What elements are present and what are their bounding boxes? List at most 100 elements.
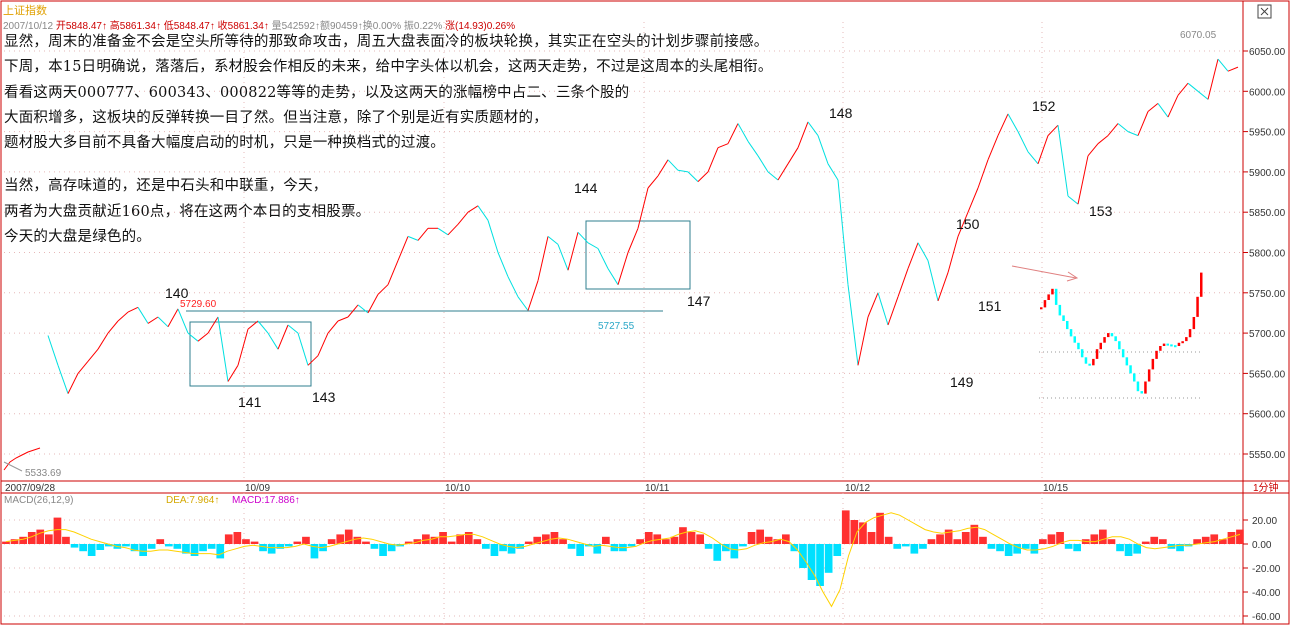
- price-segment: [487, 220, 499, 253]
- wave-label-151: 151: [978, 298, 1002, 314]
- wave-label-153: 153: [1089, 203, 1113, 219]
- wave-label-144: 144: [574, 180, 598, 196]
- price-tick-label: 5850.00: [1249, 208, 1286, 219]
- macd-bar: [1236, 529, 1244, 544]
- macd-bar: [979, 536, 987, 544]
- stats-change: 涨(14.93)0.26%: [445, 21, 516, 32]
- macd-bar: [36, 529, 45, 544]
- period-label[interactable]: 1分钟: [1253, 481, 1279, 494]
- macd-bar: [679, 527, 687, 544]
- macd-bar: [627, 544, 636, 547]
- price-segment: [887, 296, 899, 326]
- price-segment: [727, 123, 739, 144]
- note-line-2: 下周，本15日明确说，落落后，系材股会作相反的未来，给中字头体以机会，这两天走势…: [4, 59, 773, 75]
- price-segment: [397, 236, 409, 261]
- macd-bar: [1021, 544, 1030, 549]
- macd-bar: [841, 510, 850, 544]
- macd-bar: [122, 544, 130, 547]
- price-segment: [417, 227, 429, 241]
- macd-bar: [970, 524, 979, 544]
- macd-bar: [79, 544, 87, 552]
- macd-bar: [1090, 534, 1099, 544]
- dea-readout: DEA:7.964↑: [166, 495, 219, 506]
- macd-bar: [867, 532, 876, 544]
- price-segment: [247, 320, 259, 330]
- inset-candle: [1181, 341, 1184, 344]
- macd-bar: [156, 539, 165, 544]
- macd-tick-label: 0.00: [1252, 540, 1272, 551]
- macd-bar: [1193, 539, 1201, 544]
- inset-candle: [1077, 342, 1080, 350]
- macd-bar: [439, 532, 447, 544]
- price-segment: [607, 268, 619, 285]
- macd-bar: [576, 544, 584, 556]
- date-label-4: 10/12: [845, 483, 870, 494]
- macd-bar: [507, 544, 516, 554]
- price-segment: [47, 335, 59, 366]
- note-line-1: 显然，周末的准备金不会是空头所等待的那致命攻击，周五大盘表面冷的板块轮换，其实正…: [4, 34, 769, 50]
- macd-bar: [250, 541, 259, 544]
- macd-bar: [662, 539, 670, 544]
- macd-bar: [199, 544, 207, 552]
- macd-bar: [893, 544, 902, 549]
- wave-label-149: 149: [950, 374, 974, 390]
- price-segment: [1197, 90, 1209, 100]
- price-segment: [237, 328, 249, 366]
- macd-bar: [859, 522, 867, 544]
- price-tick-label: 6000.00: [1249, 87, 1286, 98]
- inset-candle: [1043, 300, 1047, 308]
- macd-bar: [2, 541, 10, 544]
- date-grid: [243, 22, 1043, 624]
- note-line-3: 看看这两天000777、600343、000822等等的走势，以及这两天的涨幅榜…: [4, 85, 630, 101]
- price-segment: [97, 332, 109, 350]
- macd-bar: [833, 544, 842, 556]
- price-segment: [797, 121, 809, 148]
- window-control-line-2: [1260, 7, 1269, 16]
- date-label-5: 10/15: [1043, 483, 1068, 494]
- macd-bar: [105, 544, 113, 547]
- note-line-4: 大面积增多，这板块的反弹转换一目了然。但当注意，除了个别是近有实质题材的，: [4, 110, 548, 126]
- macd-axis-ticks: 20.00 0.00 -20.00 -40.00 -60.00: [1243, 516, 1281, 623]
- macd-tick-label: -20.00: [1252, 564, 1281, 575]
- macd-bar: [653, 534, 662, 544]
- price-segment: [337, 316, 349, 322]
- price-segment: [577, 231, 589, 244]
- macd-bar: [1150, 536, 1159, 544]
- macd-bar: [10, 539, 19, 544]
- price-segment: [127, 306, 139, 313]
- inset-candle: [1196, 296, 1199, 317]
- macd-bar: [936, 534, 944, 544]
- macd-bar: [1107, 539, 1116, 544]
- inset-candle: [1177, 342, 1181, 346]
- inset-candle: [1200, 272, 1203, 297]
- price-segment: [847, 284, 859, 366]
- macd-bar: [1133, 544, 1141, 554]
- price-tick-label: 5550.00: [1249, 450, 1286, 461]
- price-segment: [177, 308, 189, 334]
- price-segment: [147, 316, 159, 324]
- wave-label-147: 147: [687, 293, 711, 309]
- macd-bar: [173, 544, 182, 549]
- macd-bar: [1039, 539, 1047, 544]
- inset-candle: [1069, 329, 1073, 337]
- price-segment: [1137, 111, 1149, 136]
- price-segment: [917, 242, 929, 261]
- price-segment: [1187, 82, 1199, 92]
- macd-bar: [524, 541, 533, 544]
- macd-bar: [807, 544, 816, 580]
- macd-bar: [139, 544, 147, 556]
- inset-candle: [1107, 333, 1110, 338]
- macd-bar: [379, 544, 387, 556]
- price-tick-label: 5750.00: [1249, 289, 1286, 300]
- macd-bar: [610, 544, 619, 552]
- price-segment: [1087, 143, 1099, 157]
- inset-candle: [1066, 321, 1069, 330]
- price-segment: [857, 316, 869, 366]
- price-segment: [957, 212, 969, 237]
- macd-bar: [764, 536, 773, 544]
- price-tick-label: 5650.00: [1249, 369, 1286, 380]
- date-label-3: 10/11: [645, 483, 670, 494]
- macd-bar: [499, 544, 507, 552]
- macd-bar: [353, 536, 362, 544]
